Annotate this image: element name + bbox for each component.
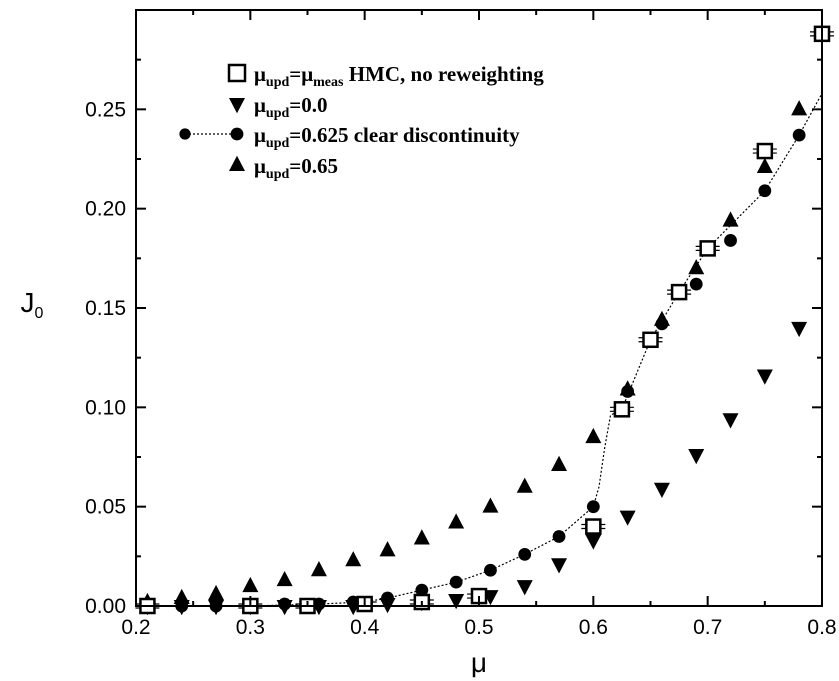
point-mu0-14 bbox=[619, 510, 636, 526]
point-mu065-17 bbox=[722, 211, 739, 227]
x-tick-label-3: 0.5 bbox=[464, 616, 493, 639]
legend-label-mu0625: μupd=0.625 clear discontinuity bbox=[254, 123, 520, 151]
legend-label-part-hmc-4: HMC, no reweighting bbox=[343, 62, 544, 86]
y-axis-label-sub: 0 bbox=[35, 305, 44, 322]
legend-label-mu065: μupd=0.65 bbox=[254, 154, 338, 182]
point-mu0-19 bbox=[791, 321, 808, 338]
point-mu065-8 bbox=[413, 529, 430, 545]
legend-marker-mu0 bbox=[229, 98, 245, 114]
point-mu065-13 bbox=[585, 427, 602, 444]
legend-label-hmc: μupd=μmeas HMC, no reweighting bbox=[254, 62, 544, 90]
x-tick-label-4: 0.6 bbox=[579, 616, 608, 639]
legend-label-part-mu065-2: =0.65 bbox=[289, 154, 338, 178]
point-mu065-7 bbox=[379, 541, 396, 557]
point-mu065-10 bbox=[482, 497, 499, 513]
y-tick-label-3: 0.15 bbox=[85, 297, 126, 320]
point-mu0625-13 bbox=[586, 500, 600, 514]
series-mu0 bbox=[139, 321, 808, 616]
series-hmc bbox=[135, 25, 834, 615]
point-mu065-5 bbox=[310, 561, 327, 577]
point-mu0-15 bbox=[653, 482, 670, 498]
point-mu0625-10 bbox=[484, 563, 497, 577]
series-line-mu0625 bbox=[147, 93, 823, 607]
x-tick-label-6: 0.8 bbox=[807, 616, 836, 639]
legend-entry-mu0625: μupd=0.625 clear discontinuity bbox=[179, 123, 520, 151]
point-mu065-6 bbox=[345, 551, 362, 567]
point-mu0625-12 bbox=[552, 530, 566, 543]
y-axis-label-main: J bbox=[21, 287, 35, 318]
legend-label-part-hmc-2: =μ bbox=[289, 62, 313, 86]
x-tick-label-5: 0.7 bbox=[693, 616, 722, 639]
legend-label-part-hmc-3: meas bbox=[313, 75, 344, 90]
point-mu0625-4 bbox=[278, 597, 292, 611]
point-mu065-19 bbox=[791, 100, 808, 116]
point-hmc-9 bbox=[670, 283, 688, 301]
x-tick-label-0: 0.2 bbox=[121, 616, 150, 639]
point-mu0625-14 bbox=[621, 385, 635, 398]
y-tick-label-0: 0.00 bbox=[85, 595, 126, 618]
point-mu065-3 bbox=[242, 576, 259, 593]
plot-marks bbox=[135, 25, 834, 616]
point-mu0-13 bbox=[585, 534, 602, 550]
legend-label-part-mu0-0: μ bbox=[254, 93, 266, 117]
legend-label-part-mu0625-0: μ bbox=[254, 123, 266, 147]
legend-label-part-hmc-1: upd bbox=[266, 75, 290, 90]
legend-label-part-mu0-1: upd bbox=[266, 106, 290, 121]
point-hmc-8 bbox=[642, 331, 659, 349]
point-mu0625-8 bbox=[415, 583, 429, 597]
point-mu0-11 bbox=[516, 580, 533, 596]
point-mu065-12 bbox=[551, 455, 568, 471]
legend-label-part-mu065-1: upd bbox=[266, 167, 290, 182]
legend-marker-hmc bbox=[227, 63, 247, 83]
legend-label-mu0: μupd=0.0 bbox=[254, 93, 327, 121]
legend-marker-mu065 bbox=[229, 155, 245, 171]
point-mu065-1 bbox=[173, 588, 190, 605]
point-hmc-6 bbox=[585, 518, 602, 535]
legend-entry-mu0: μupd=0.0 bbox=[229, 93, 327, 121]
series-mu0625 bbox=[141, 93, 823, 613]
point-mu0-18 bbox=[756, 369, 773, 385]
point-mu0-12 bbox=[551, 558, 568, 574]
point-mu0-16 bbox=[688, 449, 705, 465]
point-mu0625-19 bbox=[792, 128, 806, 142]
y-tick-label-4: 0.20 bbox=[85, 198, 126, 221]
legend-label-part-hmc-0: μ bbox=[254, 62, 266, 86]
legend-marker-mu0625 bbox=[230, 127, 244, 141]
x-axis-label: μ bbox=[471, 647, 487, 678]
series-mu065 bbox=[139, 100, 808, 609]
point-mu065-4 bbox=[276, 570, 293, 587]
point-mu065-2 bbox=[208, 584, 225, 601]
point-mu065-11 bbox=[516, 477, 533, 493]
point-mu065-9 bbox=[448, 513, 465, 529]
legend-entry-mu065: μupd=0.65 bbox=[229, 154, 338, 182]
point-hmc-10 bbox=[699, 240, 716, 257]
point-mu0625-18 bbox=[758, 184, 772, 198]
point-mu0625-7 bbox=[381, 591, 394, 605]
legend-label-part-mu0625-2: =0.625 clear discontinuity bbox=[289, 123, 520, 147]
point-mu0625-15 bbox=[655, 317, 669, 331]
legend-label-part-mu0-2: =0.0 bbox=[289, 93, 327, 117]
point-mu065-18 bbox=[756, 157, 773, 173]
point-hmc-7 bbox=[613, 401, 631, 418]
legend-label-part-mu065-0: μ bbox=[254, 154, 266, 178]
x-tick-label-2: 0.4 bbox=[350, 616, 380, 639]
point-mu0625-16 bbox=[689, 277, 703, 291]
x-tick-label-1: 0.3 bbox=[236, 616, 265, 639]
y-axis-label: J0 bbox=[21, 287, 44, 322]
y-tick-label-2: 0.10 bbox=[85, 396, 126, 419]
point-mu0-17 bbox=[722, 413, 739, 429]
legend: μupd=μmeas HMC, no reweightingμupd=0.0μu… bbox=[179, 62, 544, 182]
axes: 0.2 0.3 0.4 0.5 0.6 0.7 0.8 0.00 0.05 0.10 0.15 0.2… bbox=[85, 10, 837, 639]
y-tick-label-5: 0.25 bbox=[85, 98, 126, 121]
point-mu0625-17 bbox=[724, 234, 737, 247]
point-hmc-11 bbox=[756, 142, 774, 160]
legend-marker-left-mu0625 bbox=[179, 128, 191, 140]
legend-label-part-mu0625-1: upd bbox=[266, 136, 290, 151]
point-mu0-9 bbox=[448, 594, 465, 610]
point-mu0625-9 bbox=[449, 575, 463, 589]
point-mu0625-11 bbox=[518, 547, 532, 561]
legend-entry-hmc: μupd=μmeas HMC, no reweighting bbox=[227, 62, 544, 90]
y-tick-label-1: 0.05 bbox=[85, 496, 126, 519]
